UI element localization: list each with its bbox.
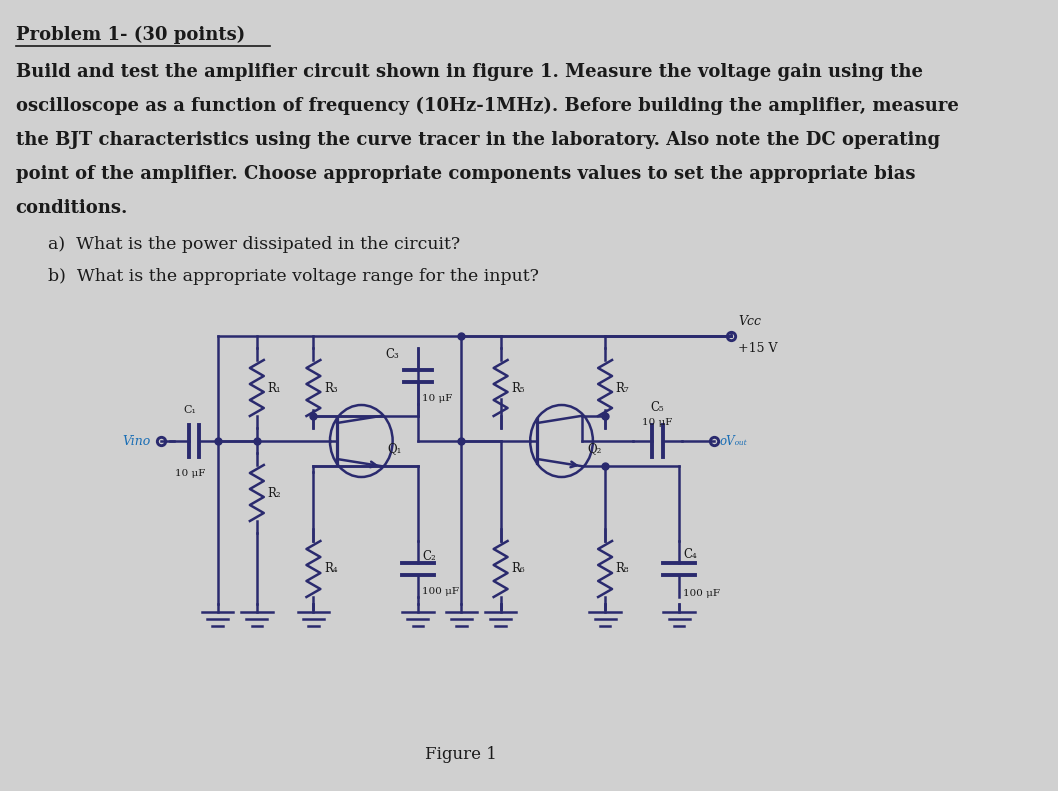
Text: 10 μF: 10 μF bbox=[175, 469, 205, 478]
Text: R₈: R₈ bbox=[616, 562, 630, 576]
Text: Vcc: Vcc bbox=[738, 315, 762, 328]
Text: 10 μF: 10 μF bbox=[642, 418, 673, 427]
Text: Vino: Vino bbox=[122, 434, 150, 448]
Text: conditions.: conditions. bbox=[16, 199, 128, 217]
Text: Problem 1- (30 points): Problem 1- (30 points) bbox=[16, 26, 244, 44]
Text: Figure 1: Figure 1 bbox=[424, 746, 496, 763]
Text: point of the amplifier. Choose appropriate components values to set the appropri: point of the amplifier. Choose appropria… bbox=[16, 165, 915, 183]
Text: R₆: R₆ bbox=[511, 562, 525, 576]
Text: oVₒᵤₜ: oVₒᵤₜ bbox=[719, 434, 747, 448]
Text: b)  What is the appropriate voltage range for the input?: b) What is the appropriate voltage range… bbox=[48, 268, 539, 285]
Text: C₁: C₁ bbox=[183, 405, 196, 415]
Text: oscilloscope as a function of frequency (10Hz-1MHz). Before building the amplifi: oscilloscope as a function of frequency … bbox=[16, 97, 959, 115]
Text: R₁: R₁ bbox=[268, 381, 281, 395]
Text: R₃: R₃ bbox=[324, 381, 338, 395]
Text: C₂: C₂ bbox=[422, 551, 436, 563]
Text: C₅: C₅ bbox=[651, 401, 664, 414]
Text: C₃: C₃ bbox=[385, 348, 399, 361]
Text: the BJT characteristics using the curve tracer in the laboratory. Also note the : the BJT characteristics using the curve … bbox=[16, 131, 940, 149]
Text: R₅: R₅ bbox=[511, 381, 525, 395]
Text: +15 V: +15 V bbox=[738, 342, 778, 355]
Text: Q₁: Q₁ bbox=[387, 442, 402, 456]
Text: R₂: R₂ bbox=[268, 486, 281, 499]
Text: a)  What is the power dissipated in the circuit?: a) What is the power dissipated in the c… bbox=[48, 236, 460, 253]
Text: R₄: R₄ bbox=[324, 562, 338, 576]
Text: 100 μF: 100 μF bbox=[683, 589, 720, 598]
Text: C₄: C₄ bbox=[683, 548, 697, 562]
Text: Build and test the amplifier circuit shown in figure 1. Measure the voltage gain: Build and test the amplifier circuit sho… bbox=[16, 63, 923, 81]
Text: Q₂: Q₂ bbox=[588, 442, 602, 456]
Text: 100 μF: 100 μF bbox=[422, 587, 459, 596]
Text: R₇: R₇ bbox=[616, 381, 630, 395]
Text: 10 μF: 10 μF bbox=[422, 394, 453, 403]
